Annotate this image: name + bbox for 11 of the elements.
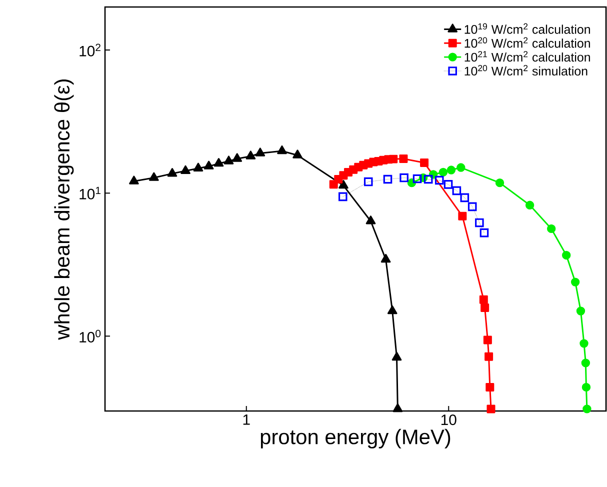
y-axis-title: whole beam divergence θ(ε)	[54, 80, 74, 340]
legend-label: 10$^{21}$ W/cm$^{2}$ calculation	[464, 51, 590, 62]
x-tick-label: 1	[243, 414, 250, 425]
y-tick-label: 10$^{2}$	[80, 44, 100, 56]
y-tick-label: 10$^{1}$	[80, 186, 100, 200]
x-tick-label: 10	[441, 414, 456, 426]
x-axis-title: proton energy (MeV)	[260, 428, 450, 448]
y-tick-label: 10$^{0}$	[80, 330, 101, 342]
legend-label: 10$^{20}$ W/cm$^{2}$ simulation	[464, 65, 588, 76]
legend-label: 10$^{20}$ W/cm$^{2}$ calculation	[464, 37, 590, 48]
legend-label: 10$^{19}$ W/cm$^{2}$ calculation	[464, 23, 590, 34]
